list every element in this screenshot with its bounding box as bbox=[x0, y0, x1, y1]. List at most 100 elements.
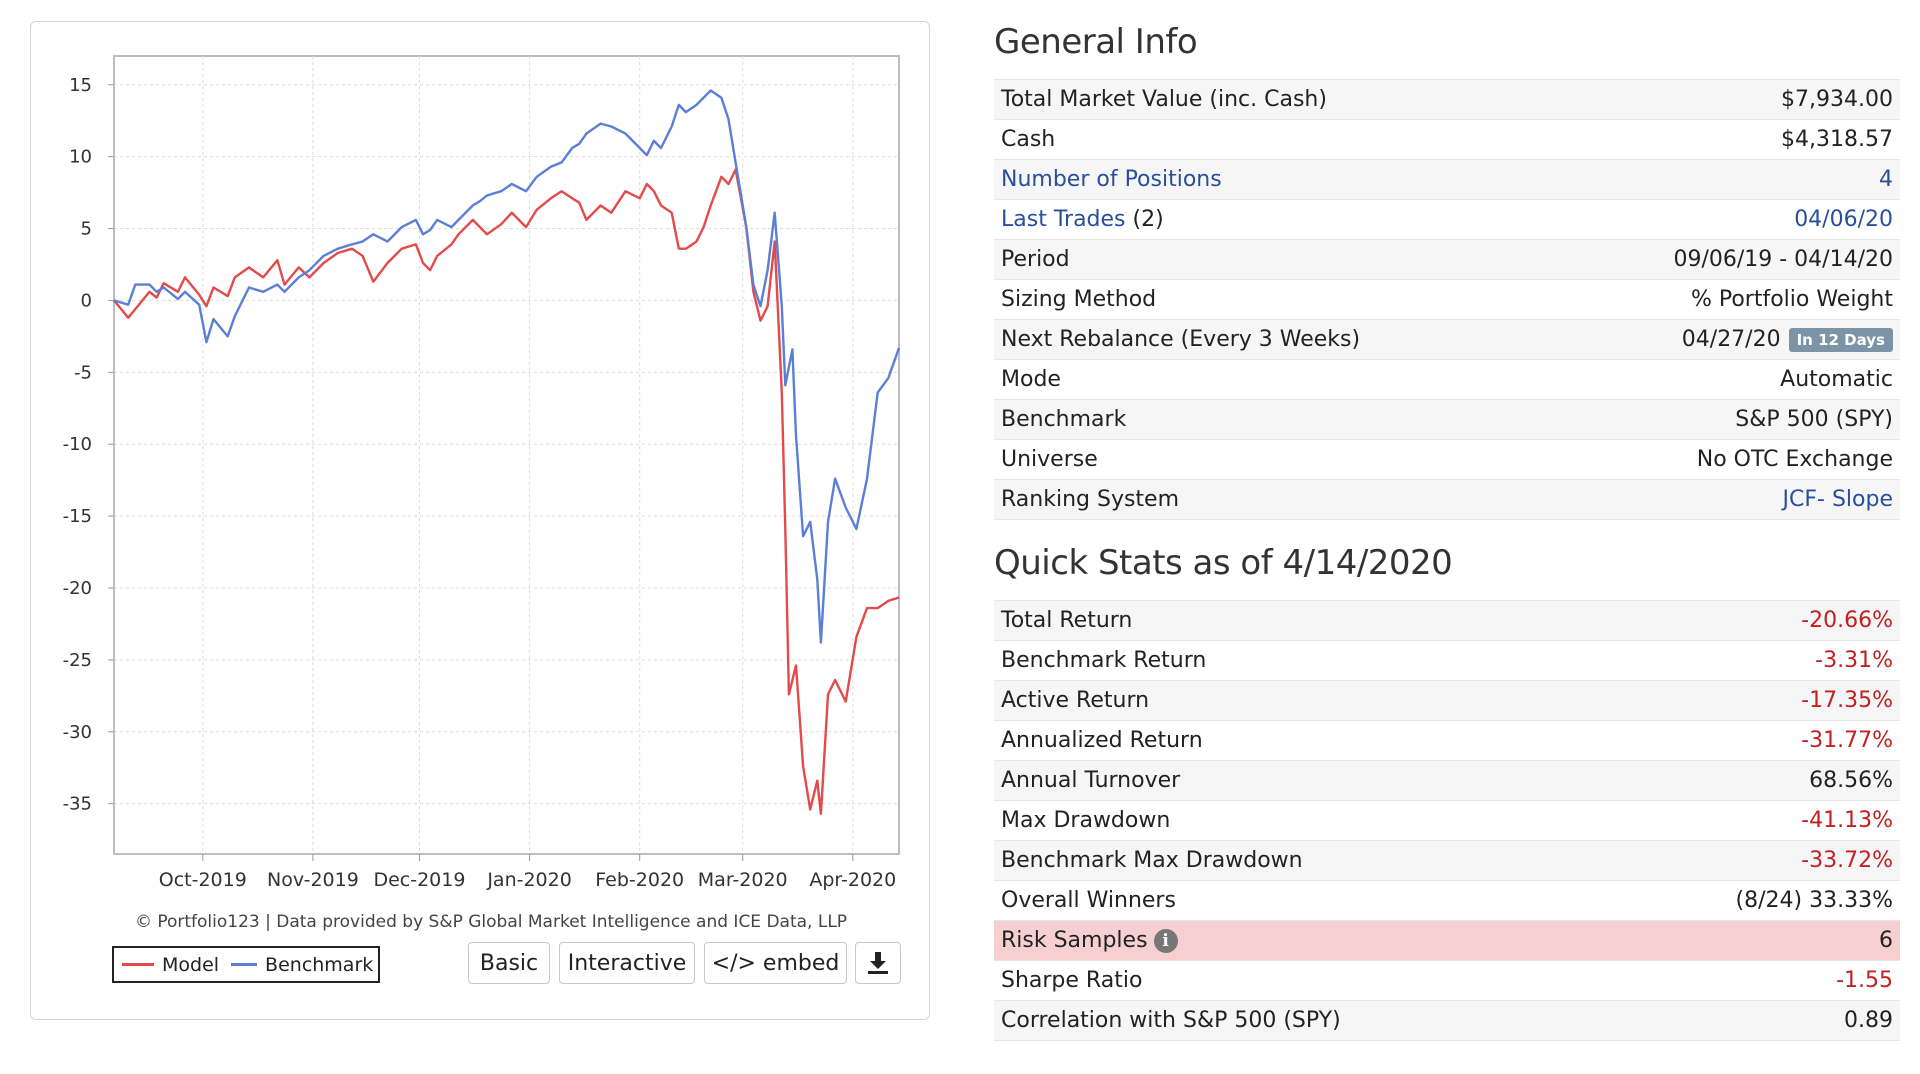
row-value: Automatic bbox=[1551, 359, 1900, 400]
legend-item-benchmark: Benchmark bbox=[231, 954, 373, 976]
general-info-title: General Info bbox=[994, 22, 1198, 62]
table-row-highlighted: Risk Samples i 6 bbox=[994, 920, 1900, 961]
row-value: -41.13% bbox=[1604, 800, 1900, 841]
table-row: Annual Turnover 68.56% bbox=[994, 760, 1900, 801]
number-of-positions-link[interactable]: Number of Positions bbox=[1001, 167, 1222, 192]
row-label: Sharpe Ratio bbox=[994, 960, 1605, 1001]
table-row: Active Return -17.35% bbox=[994, 680, 1900, 721]
table-row: Max Drawdown -41.13% bbox=[994, 800, 1900, 841]
row-label: Next Rebalance (Every 3 Weeks) bbox=[994, 319, 1552, 360]
row-value: 6 bbox=[1604, 920, 1900, 961]
chart-panel: 15 10 5 0 -5 -10 -15 -20 -25 -30 -35 Oct-2019 Nov-20… bbox=[30, 21, 930, 1020]
x-tick-label: Jan-2020 bbox=[486, 869, 572, 891]
general-info-table: Total Market Value (inc. Cash) $7,934.00… bbox=[994, 79, 1900, 520]
legend-swatch-benchmark bbox=[231, 963, 258, 966]
plot-area bbox=[113, 55, 900, 855]
row-label: Total Market Value (inc. Cash) bbox=[994, 79, 1552, 120]
row-label: Cash bbox=[994, 119, 1552, 160]
row-label: Benchmark Return bbox=[994, 640, 1605, 681]
table-row: Sharpe Ratio -1.55 bbox=[994, 960, 1900, 1001]
y-tick-label: -5 bbox=[74, 362, 92, 383]
row-label: Benchmark bbox=[994, 399, 1552, 440]
row-value: % Portfolio Weight bbox=[1551, 279, 1900, 320]
table-row: Next Rebalance (Every 3 Weeks) 04/27/20 I… bbox=[994, 319, 1900, 360]
basic-button[interactable]: Basic bbox=[468, 942, 550, 984]
series-line-model bbox=[113, 168, 900, 815]
row-value: -3.31% bbox=[1604, 640, 1900, 681]
x-tick-label: Feb-2020 bbox=[595, 869, 684, 891]
legend-item-model: Model bbox=[122, 954, 219, 976]
row-value: (8/24) 33.33% bbox=[1604, 880, 1900, 921]
y-tick-label: -25 bbox=[63, 650, 92, 671]
x-tick-label: Dec-2019 bbox=[373, 869, 465, 891]
table-row: Overall Winners (8/24) 33.33% bbox=[994, 880, 1900, 921]
row-value: $4,318.57 bbox=[1551, 119, 1900, 160]
row-value: 0.89 bbox=[1604, 1000, 1900, 1041]
rebalance-badge: In 12 Days bbox=[1788, 328, 1893, 352]
row-label: Sizing Method bbox=[994, 279, 1552, 320]
info-icon[interactable]: i bbox=[1153, 929, 1178, 953]
x-tick-label: Apr-2020 bbox=[809, 869, 896, 891]
row-label: Period bbox=[994, 239, 1552, 280]
legend-label-benchmark: Benchmark bbox=[265, 953, 374, 976]
row-label: Mode bbox=[994, 359, 1552, 400]
chart-credit: © Portfolio123 | Data provided by S&P Gl… bbox=[135, 912, 847, 932]
y-tick-label: 0 bbox=[81, 290, 92, 311]
table-row: Total Return -20.66% bbox=[994, 600, 1900, 641]
row-label: Annual Turnover bbox=[994, 760, 1605, 801]
row-label: Risk Samples bbox=[1001, 928, 1148, 953]
number-of-positions-value-link[interactable]: 4 bbox=[1879, 167, 1893, 192]
last-trades-link[interactable]: Last Trades bbox=[1001, 207, 1126, 232]
embed-button[interactable]: </> embed bbox=[704, 942, 847, 984]
y-tick-label: -35 bbox=[63, 794, 92, 815]
row-value: -33.72% bbox=[1604, 840, 1900, 881]
quick-stats-table: Total Return -20.66% Benchmark Return -3… bbox=[994, 600, 1900, 1041]
row-value: 04/27/20 bbox=[1681, 327, 1781, 352]
table-row: Ranking System JCF- Slope bbox=[994, 479, 1900, 520]
chart-legend: Model Benchmark bbox=[112, 946, 380, 983]
table-row: Annualized Return -31.77% bbox=[994, 720, 1900, 761]
row-label: Annualized Return bbox=[994, 720, 1605, 761]
y-tick-label: -10 bbox=[63, 434, 92, 455]
quick-stats-title: Quick Stats as of 4/14/2020 bbox=[994, 543, 1453, 583]
row-label: Active Return bbox=[994, 680, 1605, 721]
row-value: -17.35% bbox=[1604, 680, 1900, 721]
row-value: -31.77% bbox=[1604, 720, 1900, 761]
table-row: Period 09/06/19 - 04/14/20 bbox=[994, 239, 1900, 280]
table-row: Benchmark Return -3.31% bbox=[994, 640, 1900, 681]
row-label: Correlation with S&P 500 (SPY) bbox=[994, 1000, 1605, 1041]
table-row: Number of Positions 4 bbox=[994, 159, 1900, 200]
row-value: S&P 500 (SPY) bbox=[1551, 399, 1900, 440]
performance-chart: 15 10 5 0 -5 -10 -15 -20 -25 -30 -35 Oct-2019 Nov-20… bbox=[63, 55, 901, 932]
row-label: Overall Winners bbox=[994, 880, 1605, 921]
download-icon bbox=[868, 952, 888, 974]
row-value: 09/06/19 - 04/14/20 bbox=[1551, 239, 1900, 280]
last-trades-count: (2) bbox=[1125, 207, 1164, 232]
table-row: Benchmark S&P 500 (SPY) bbox=[994, 399, 1900, 440]
download-button[interactable] bbox=[855, 942, 901, 984]
x-tick-label: Nov-2019 bbox=[267, 869, 359, 891]
y-tick-label: -20 bbox=[63, 578, 92, 599]
table-row: Correlation with S&P 500 (SPY) 0.89 bbox=[994, 1000, 1900, 1041]
legend-label-model: Model bbox=[162, 953, 220, 976]
row-value: -20.66% bbox=[1604, 600, 1900, 641]
table-row: Last Trades (2) 04/06/20 bbox=[994, 199, 1900, 240]
row-label: Universe bbox=[994, 439, 1552, 480]
table-row: Cash $4,318.57 bbox=[994, 119, 1900, 160]
last-trades-date-link[interactable]: 04/06/20 bbox=[1794, 207, 1893, 232]
y-tick-label: -30 bbox=[63, 722, 92, 743]
row-label: Ranking System bbox=[994, 479, 1552, 520]
row-label: Total Return bbox=[994, 600, 1605, 641]
series-line-benchmark bbox=[113, 89, 901, 644]
interactive-button[interactable]: Interactive bbox=[559, 942, 695, 984]
ranking-system-link[interactable]: JCF- Slope bbox=[1782, 487, 1893, 512]
table-row: Total Market Value (inc. Cash) $7,934.00 bbox=[994, 79, 1900, 120]
x-tick-label: Oct-2019 bbox=[159, 869, 247, 891]
row-value: 68.56% bbox=[1604, 760, 1900, 801]
y-tick-label: 5 bbox=[81, 219, 92, 240]
table-row: Benchmark Max Drawdown -33.72% bbox=[994, 840, 1900, 881]
x-tick-label: Mar-2020 bbox=[698, 869, 788, 891]
y-tick-label: 10 bbox=[69, 147, 92, 168]
row-value: No OTC Exchange bbox=[1551, 439, 1900, 480]
table-row: Universe No OTC Exchange bbox=[994, 439, 1900, 480]
